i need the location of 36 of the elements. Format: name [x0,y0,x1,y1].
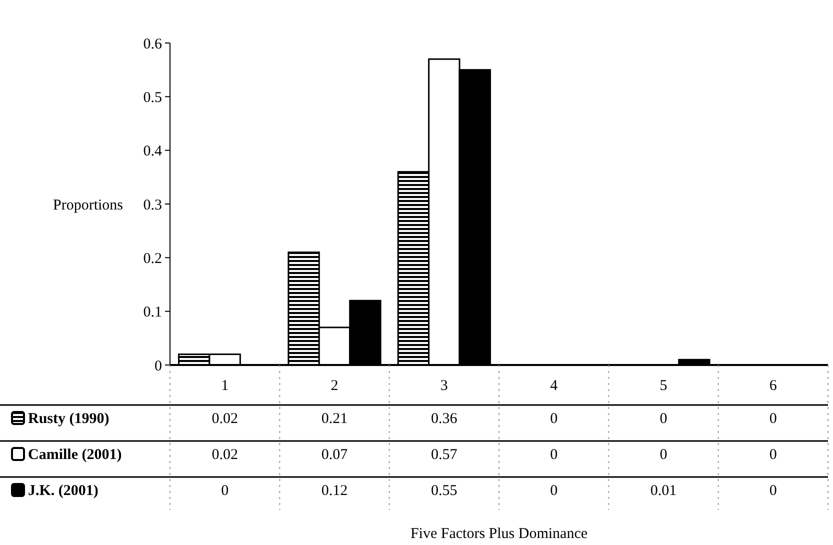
data-label: 0 [769,447,777,463]
data-label: 0.02 [212,411,238,427]
text: Five Factors Plus Dominance [410,526,588,542]
data-label: 0.55 [431,483,458,499]
data-label: 0 [550,447,558,463]
y-tick-label: 0.6 [143,36,162,52]
y-tick-label: 0.4 [143,144,162,160]
x-tick-label: 1 [221,378,229,394]
data-label: 0.07 [321,447,348,463]
data-label: 0.57 [431,447,458,463]
y-tick-label: 0.3 [143,197,162,214]
legend-label: Rusty (1990) [28,411,110,427]
data-label: 0 [660,411,668,427]
x-tick-label: 6 [769,378,778,394]
data-label: 0.21 [321,411,348,427]
x-tick-label: 2 [330,378,338,394]
data-label: 0.01 [650,483,677,499]
y-tick-label: 0 [154,358,162,374]
legend-label: J.K. (2001) [28,483,98,499]
data-label: 0 [769,483,777,499]
legend-label: Camille (2001) [28,447,122,463]
x-tick-label: 5 [660,378,668,394]
y-axis-title: Proportions [52,197,124,214]
x-tick-label: 4 [550,378,558,394]
y-tick-label: 0.1 [143,304,162,321]
data-label: 0.02 [212,447,238,463]
y-tick-label: 0.2 [143,250,162,267]
y-tick-label: 0.5 [143,90,162,106]
data-label: 0.36 [431,411,458,427]
x-tick-label: 3 [440,378,448,394]
data-label: 0 [550,411,558,427]
data-label: 0 [550,483,558,499]
data-label: 0 [660,447,668,463]
data-label: 0 [221,483,229,499]
data-label: 0 [769,411,777,427]
data-label: 0.12 [321,483,348,499]
